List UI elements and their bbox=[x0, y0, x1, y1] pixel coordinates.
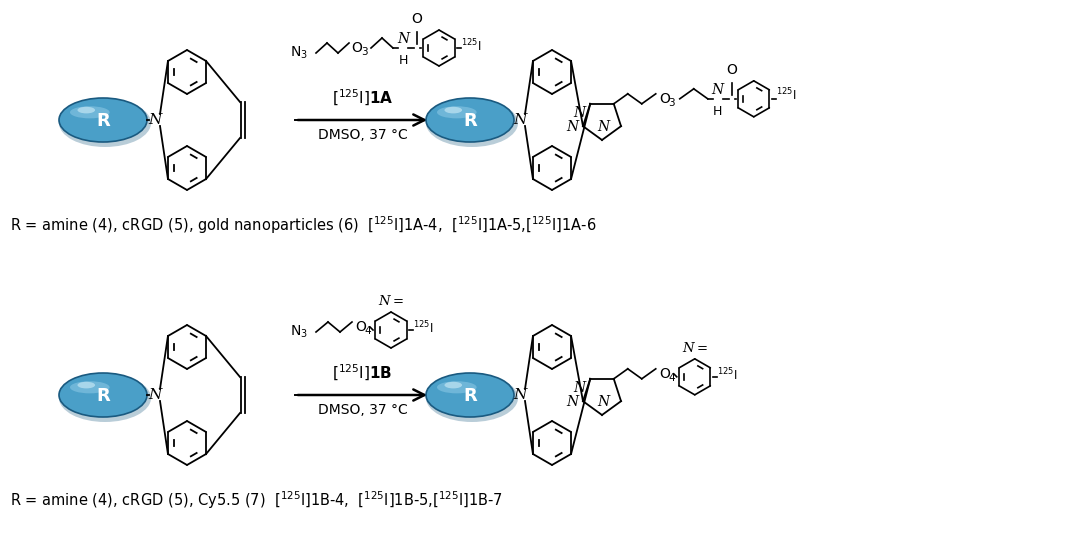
Text: N: N bbox=[711, 83, 723, 97]
Text: O: O bbox=[355, 320, 366, 334]
Text: $^{125}$I: $^{125}$I bbox=[775, 86, 796, 103]
Text: O: O bbox=[659, 367, 670, 381]
Text: N: N bbox=[397, 32, 409, 46]
Ellipse shape bbox=[444, 382, 462, 388]
Text: N: N bbox=[514, 388, 527, 402]
Text: N: N bbox=[566, 120, 578, 134]
Text: 3: 3 bbox=[361, 47, 367, 57]
Ellipse shape bbox=[59, 374, 151, 422]
Ellipse shape bbox=[77, 107, 96, 113]
Text: 3: 3 bbox=[669, 98, 675, 108]
Ellipse shape bbox=[444, 107, 462, 113]
Text: N: N bbox=[597, 395, 609, 409]
Text: [$^{125}$I]$\mathbf{1B}$: [$^{125}$I]$\mathbf{1B}$ bbox=[332, 363, 393, 383]
Text: O: O bbox=[412, 12, 422, 26]
Text: DMSO, 37 °C: DMSO, 37 °C bbox=[317, 128, 407, 142]
Ellipse shape bbox=[70, 381, 110, 393]
Text: N: N bbox=[149, 113, 162, 127]
Ellipse shape bbox=[426, 99, 518, 147]
Ellipse shape bbox=[426, 374, 518, 422]
Text: H: H bbox=[399, 54, 407, 67]
Text: N: N bbox=[573, 381, 585, 395]
Text: R: R bbox=[97, 112, 110, 130]
Text: R: R bbox=[97, 387, 110, 405]
Text: O: O bbox=[659, 92, 670, 106]
Text: R: R bbox=[463, 387, 477, 405]
Ellipse shape bbox=[59, 99, 151, 147]
Ellipse shape bbox=[59, 98, 147, 142]
Text: R: R bbox=[463, 112, 477, 130]
Text: N$=$: N$=$ bbox=[378, 294, 404, 308]
Ellipse shape bbox=[77, 382, 96, 388]
Text: [$^{125}$I]$\mathbf{1A}$: [$^{125}$I]$\mathbf{1A}$ bbox=[331, 88, 393, 108]
Text: $^{125}$I: $^{125}$I bbox=[717, 367, 737, 383]
Ellipse shape bbox=[437, 381, 477, 393]
Text: N: N bbox=[573, 106, 585, 120]
Text: 4: 4 bbox=[365, 326, 371, 336]
Text: N: N bbox=[597, 120, 609, 134]
Text: N$_3$: N$_3$ bbox=[290, 324, 308, 340]
Text: N: N bbox=[514, 113, 527, 127]
Ellipse shape bbox=[426, 373, 514, 417]
Ellipse shape bbox=[70, 106, 110, 118]
Text: 4: 4 bbox=[669, 373, 675, 383]
Text: O: O bbox=[352, 41, 363, 55]
Text: R = amine (4), cRGD (5), gold nanoparticles (6)  [$^{125}$I]1A-4,  [$^{125}$I]1A: R = amine (4), cRGD (5), gold nanopartic… bbox=[10, 214, 596, 236]
Text: N: N bbox=[566, 395, 578, 409]
Text: $^{125}$I: $^{125}$I bbox=[460, 38, 481, 54]
Text: N$=$: N$=$ bbox=[682, 341, 708, 355]
Text: H: H bbox=[714, 105, 722, 118]
Ellipse shape bbox=[59, 373, 147, 417]
Text: DMSO, 37 °C: DMSO, 37 °C bbox=[317, 403, 407, 417]
Text: N$_3$: N$_3$ bbox=[290, 45, 308, 61]
Text: O: O bbox=[727, 63, 737, 77]
Text: R = amine (4), cRGD (5), Cy5.5 (7)  [$^{125}$I]1B-4,  [$^{125}$I]1B-5,[$^{125}$I: R = amine (4), cRGD (5), Cy5.5 (7) [$^{1… bbox=[10, 489, 503, 511]
Text: $^{125}$I: $^{125}$I bbox=[413, 320, 433, 336]
Text: N: N bbox=[149, 388, 162, 402]
Ellipse shape bbox=[426, 98, 514, 142]
Ellipse shape bbox=[437, 106, 477, 118]
